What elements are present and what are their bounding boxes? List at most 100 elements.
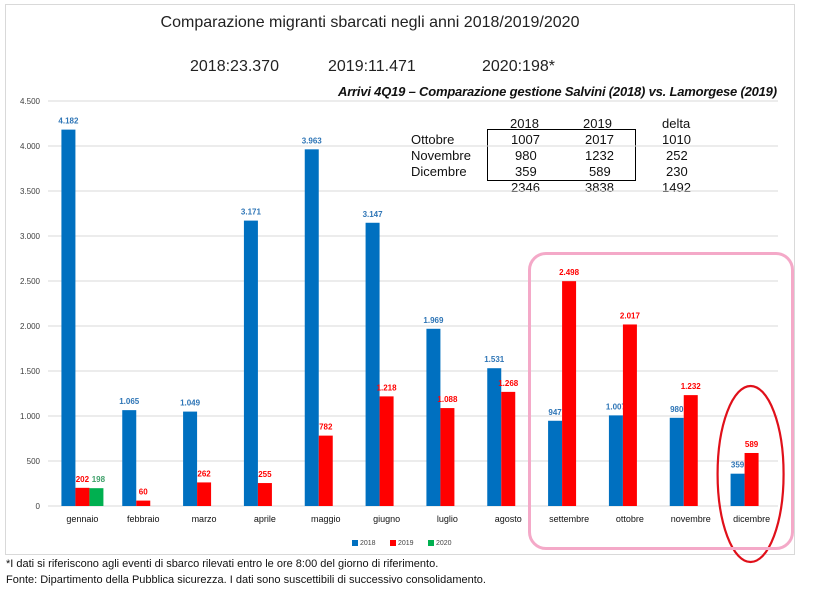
data-label-2020: 198 bbox=[92, 475, 106, 484]
data-label-2018: 1.049 bbox=[180, 399, 201, 408]
inset-cell: 589 bbox=[589, 164, 611, 179]
inset-cell: 2017 bbox=[585, 132, 614, 147]
bar-2018-giugno bbox=[365, 222, 380, 506]
bar-2019-luglio bbox=[440, 408, 455, 506]
inset-cell: 1232 bbox=[585, 148, 614, 163]
inset-row-label: Ottobre bbox=[411, 132, 455, 147]
inset-cell: 252 bbox=[666, 148, 688, 163]
y-tick-label: 1.500 bbox=[20, 367, 41, 376]
legend-label: 2019 bbox=[398, 540, 414, 547]
data-label-2018: 947 bbox=[548, 408, 562, 417]
bar-2018-aprile bbox=[243, 220, 258, 507]
data-label-2019: 60 bbox=[139, 488, 148, 497]
bar-2019-settembre bbox=[562, 281, 577, 506]
inset-row-label: Novembre bbox=[411, 148, 471, 163]
highlight-box bbox=[528, 252, 794, 550]
bar-2019-aprile bbox=[257, 483, 272, 506]
inset-cell: 1010 bbox=[662, 132, 691, 147]
data-label-2019: 2.017 bbox=[620, 311, 641, 320]
total-2018: 2018:23.370 bbox=[190, 58, 279, 75]
data-label-2018: 3.171 bbox=[241, 208, 262, 217]
y-tick-label: 1.000 bbox=[20, 412, 41, 421]
total-2020: 2020:198* bbox=[482, 58, 555, 75]
bar-2019-giugno bbox=[379, 396, 394, 506]
bar-2018-febbraio bbox=[122, 410, 137, 506]
inset-table-title: Arrivi 4Q19 – Comparazione gestione Salv… bbox=[338, 84, 777, 99]
inset-table-box bbox=[487, 129, 636, 181]
inset-cell: 1007 bbox=[511, 132, 540, 147]
x-tick-label: ottobre bbox=[616, 514, 644, 524]
data-label-2018: 1.531 bbox=[484, 355, 505, 364]
x-tick-label: gennaio bbox=[66, 514, 98, 524]
x-tick-label: maggio bbox=[311, 514, 341, 524]
inset-header-delta: delta bbox=[662, 116, 691, 131]
data-label-2019: 589 bbox=[745, 440, 759, 449]
legend-label: 2020 bbox=[436, 540, 452, 547]
inset-cell: 230 bbox=[666, 164, 688, 179]
data-label-2018: 4.182 bbox=[58, 117, 79, 126]
y-tick-label: 500 bbox=[27, 457, 41, 466]
bar-2019-febbraio bbox=[136, 500, 151, 506]
bar-2019-maggio bbox=[318, 435, 333, 506]
bar-2018-dicembre bbox=[730, 473, 745, 506]
x-tick-label: agosto bbox=[495, 514, 522, 524]
x-tick-label: giugno bbox=[373, 514, 400, 524]
data-label-2018: 980 bbox=[670, 405, 684, 414]
bar-2019-marzo bbox=[197, 482, 212, 506]
data-label-2018: 1.065 bbox=[119, 397, 140, 406]
inset-row-label: Dicembre bbox=[411, 164, 467, 179]
y-tick-label: 2.500 bbox=[20, 277, 41, 286]
data-label-2018: 359 bbox=[731, 461, 745, 470]
bar-2019-agosto bbox=[501, 391, 516, 506]
bar-2018-ottobre bbox=[608, 415, 623, 506]
x-tick-label: luglio bbox=[437, 514, 458, 524]
x-tick-label: dicembre bbox=[733, 514, 770, 524]
bar-2018-gennaio bbox=[61, 129, 76, 506]
bar-2018-agosto bbox=[487, 368, 502, 506]
bar-2019-novembre bbox=[683, 395, 698, 506]
data-label-2019: 782 bbox=[319, 423, 333, 432]
y-tick-label: 3.000 bbox=[20, 232, 41, 241]
chart-frame bbox=[5, 4, 795, 555]
bar-2018-settembre bbox=[548, 420, 563, 506]
bar-2019-dicembre bbox=[744, 452, 759, 506]
data-label-2019: 1.232 bbox=[681, 382, 702, 391]
chart-title: Comparazione migranti sbarcati negli ann… bbox=[160, 14, 580, 31]
y-tick-label: 4.000 bbox=[20, 142, 41, 151]
x-tick-label: marzo bbox=[192, 514, 217, 524]
y-tick-label: 0 bbox=[36, 502, 41, 511]
data-label-2019: 255 bbox=[258, 470, 272, 479]
y-tick-label: 4.500 bbox=[20, 97, 41, 106]
highlight-ellipse bbox=[716, 384, 785, 564]
data-label-2018: 1.007 bbox=[606, 402, 627, 411]
legend-item-2018: 2018 bbox=[352, 540, 376, 547]
y-tick-label: 2.000 bbox=[20, 322, 41, 331]
footnote-1: *I dati si riferiscono agli eventi di sb… bbox=[6, 558, 439, 570]
data-label-2019: 2.498 bbox=[559, 268, 580, 277]
bar-2019-ottobre bbox=[622, 324, 637, 506]
bar-2019-gennaio bbox=[75, 487, 90, 506]
y-tick-label: 3.500 bbox=[20, 187, 41, 196]
inset-header-2019: 2019 bbox=[583, 116, 612, 131]
legend-item-2020: 2020 bbox=[428, 540, 452, 547]
bar-2018-marzo bbox=[183, 411, 198, 506]
data-label-2019: 1.218 bbox=[377, 383, 398, 392]
bar-2020-gennaio bbox=[89, 488, 104, 506]
bar-2018-maggio bbox=[304, 149, 319, 506]
x-tick-label: novembre bbox=[671, 514, 711, 524]
legend-label: 2018 bbox=[360, 540, 376, 547]
legend-item-2019: 2019 bbox=[390, 540, 414, 547]
x-tick-label: aprile bbox=[254, 514, 276, 524]
legend-swatch-2019 bbox=[390, 540, 396, 547]
data-label-2018: 3.963 bbox=[302, 136, 323, 145]
bar-2018-luglio bbox=[426, 328, 441, 506]
data-label-2018: 3.147 bbox=[363, 210, 384, 219]
data-label-2019: 1.268 bbox=[498, 379, 519, 388]
data-label-2019: 262 bbox=[197, 469, 211, 478]
data-label-2018: 1.969 bbox=[423, 316, 444, 325]
inset-header-2018: 2018 bbox=[510, 116, 539, 131]
x-tick-label: febbraio bbox=[127, 514, 160, 524]
x-tick-label: settembre bbox=[549, 514, 589, 524]
inset-cell: 980 bbox=[515, 148, 537, 163]
